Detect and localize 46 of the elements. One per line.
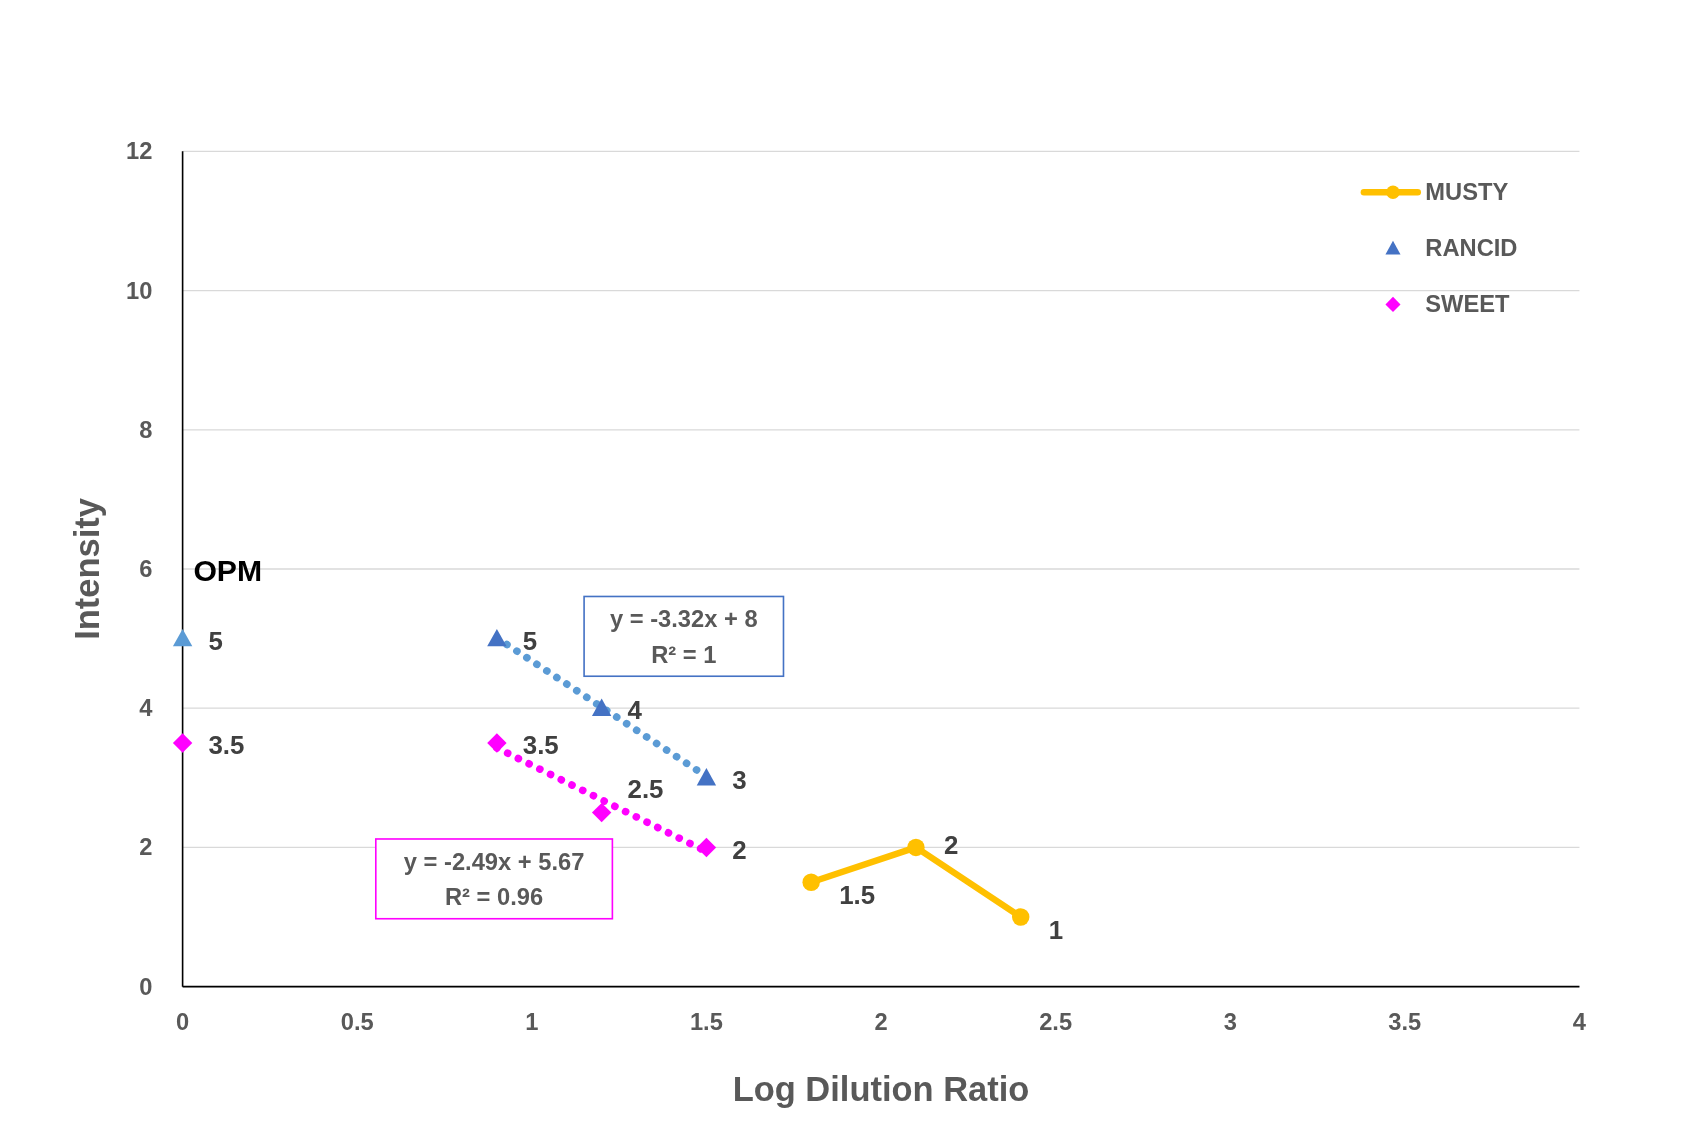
data-label: 5 bbox=[522, 626, 538, 655]
data-label: 4 bbox=[627, 696, 643, 725]
annotation: y = -3.32x + 8 R² = 1 bbox=[609, 606, 758, 668]
legend-label: RANCID bbox=[1425, 235, 1518, 262]
legend-label: SWEET bbox=[1425, 291, 1511, 318]
y-tick-label: 0 bbox=[139, 973, 153, 1000]
point bbox=[487, 628, 507, 647]
x-tick-label: 4 bbox=[1572, 1008, 1587, 1035]
y-tick-label: 12 bbox=[126, 138, 153, 165]
x-axis-title: Log Dilution Ratio bbox=[732, 1069, 1030, 1108]
point bbox=[591, 698, 612, 716]
y-axis-title: Intensity bbox=[67, 498, 106, 640]
data-label: 3 bbox=[732, 765, 747, 794]
data-label: 2.5 bbox=[627, 774, 664, 803]
data-label: 2 bbox=[732, 835, 747, 864]
point bbox=[1011, 908, 1030, 926]
x-tick-label: 2 bbox=[874, 1008, 888, 1035]
y-tick-label: 10 bbox=[126, 277, 153, 304]
data-label: 3.5 bbox=[208, 731, 245, 760]
data-label: 3.5 bbox=[522, 731, 559, 760]
point bbox=[172, 628, 193, 647]
point bbox=[172, 733, 193, 753]
x-tick-label: 0 bbox=[176, 1008, 190, 1035]
x-tick-label: 3.5 bbox=[1388, 1008, 1422, 1035]
data-label: 5 bbox=[208, 626, 223, 655]
x-tick-label: 1.5 bbox=[689, 1008, 723, 1035]
data-label: 2 bbox=[943, 831, 959, 860]
y-tick-label: 2 bbox=[139, 834, 153, 861]
point bbox=[907, 838, 925, 857]
point bbox=[591, 802, 612, 823]
x-tick-label: 3 bbox=[1223, 1008, 1237, 1035]
point bbox=[487, 733, 507, 753]
annotation: y = -2.49x + 5.67 R² = 0.96 bbox=[403, 848, 585, 911]
data-label: 1 bbox=[1048, 915, 1064, 944]
y-tick-label: 4 bbox=[139, 695, 154, 722]
annotation: OPM bbox=[193, 554, 263, 588]
y-tick-label: 6 bbox=[139, 555, 153, 582]
x-tick-label: 2.5 bbox=[1039, 1008, 1073, 1035]
point bbox=[696, 837, 717, 858]
x-tick-label: 1 bbox=[525, 1008, 539, 1035]
point bbox=[696, 768, 717, 786]
x-tick-label: 0.5 bbox=[340, 1008, 374, 1035]
legend-label: MUSTY bbox=[1425, 179, 1509, 206]
y-tick-label: 8 bbox=[139, 416, 153, 443]
point bbox=[802, 873, 820, 891]
data-label: 1.5 bbox=[839, 881, 876, 910]
